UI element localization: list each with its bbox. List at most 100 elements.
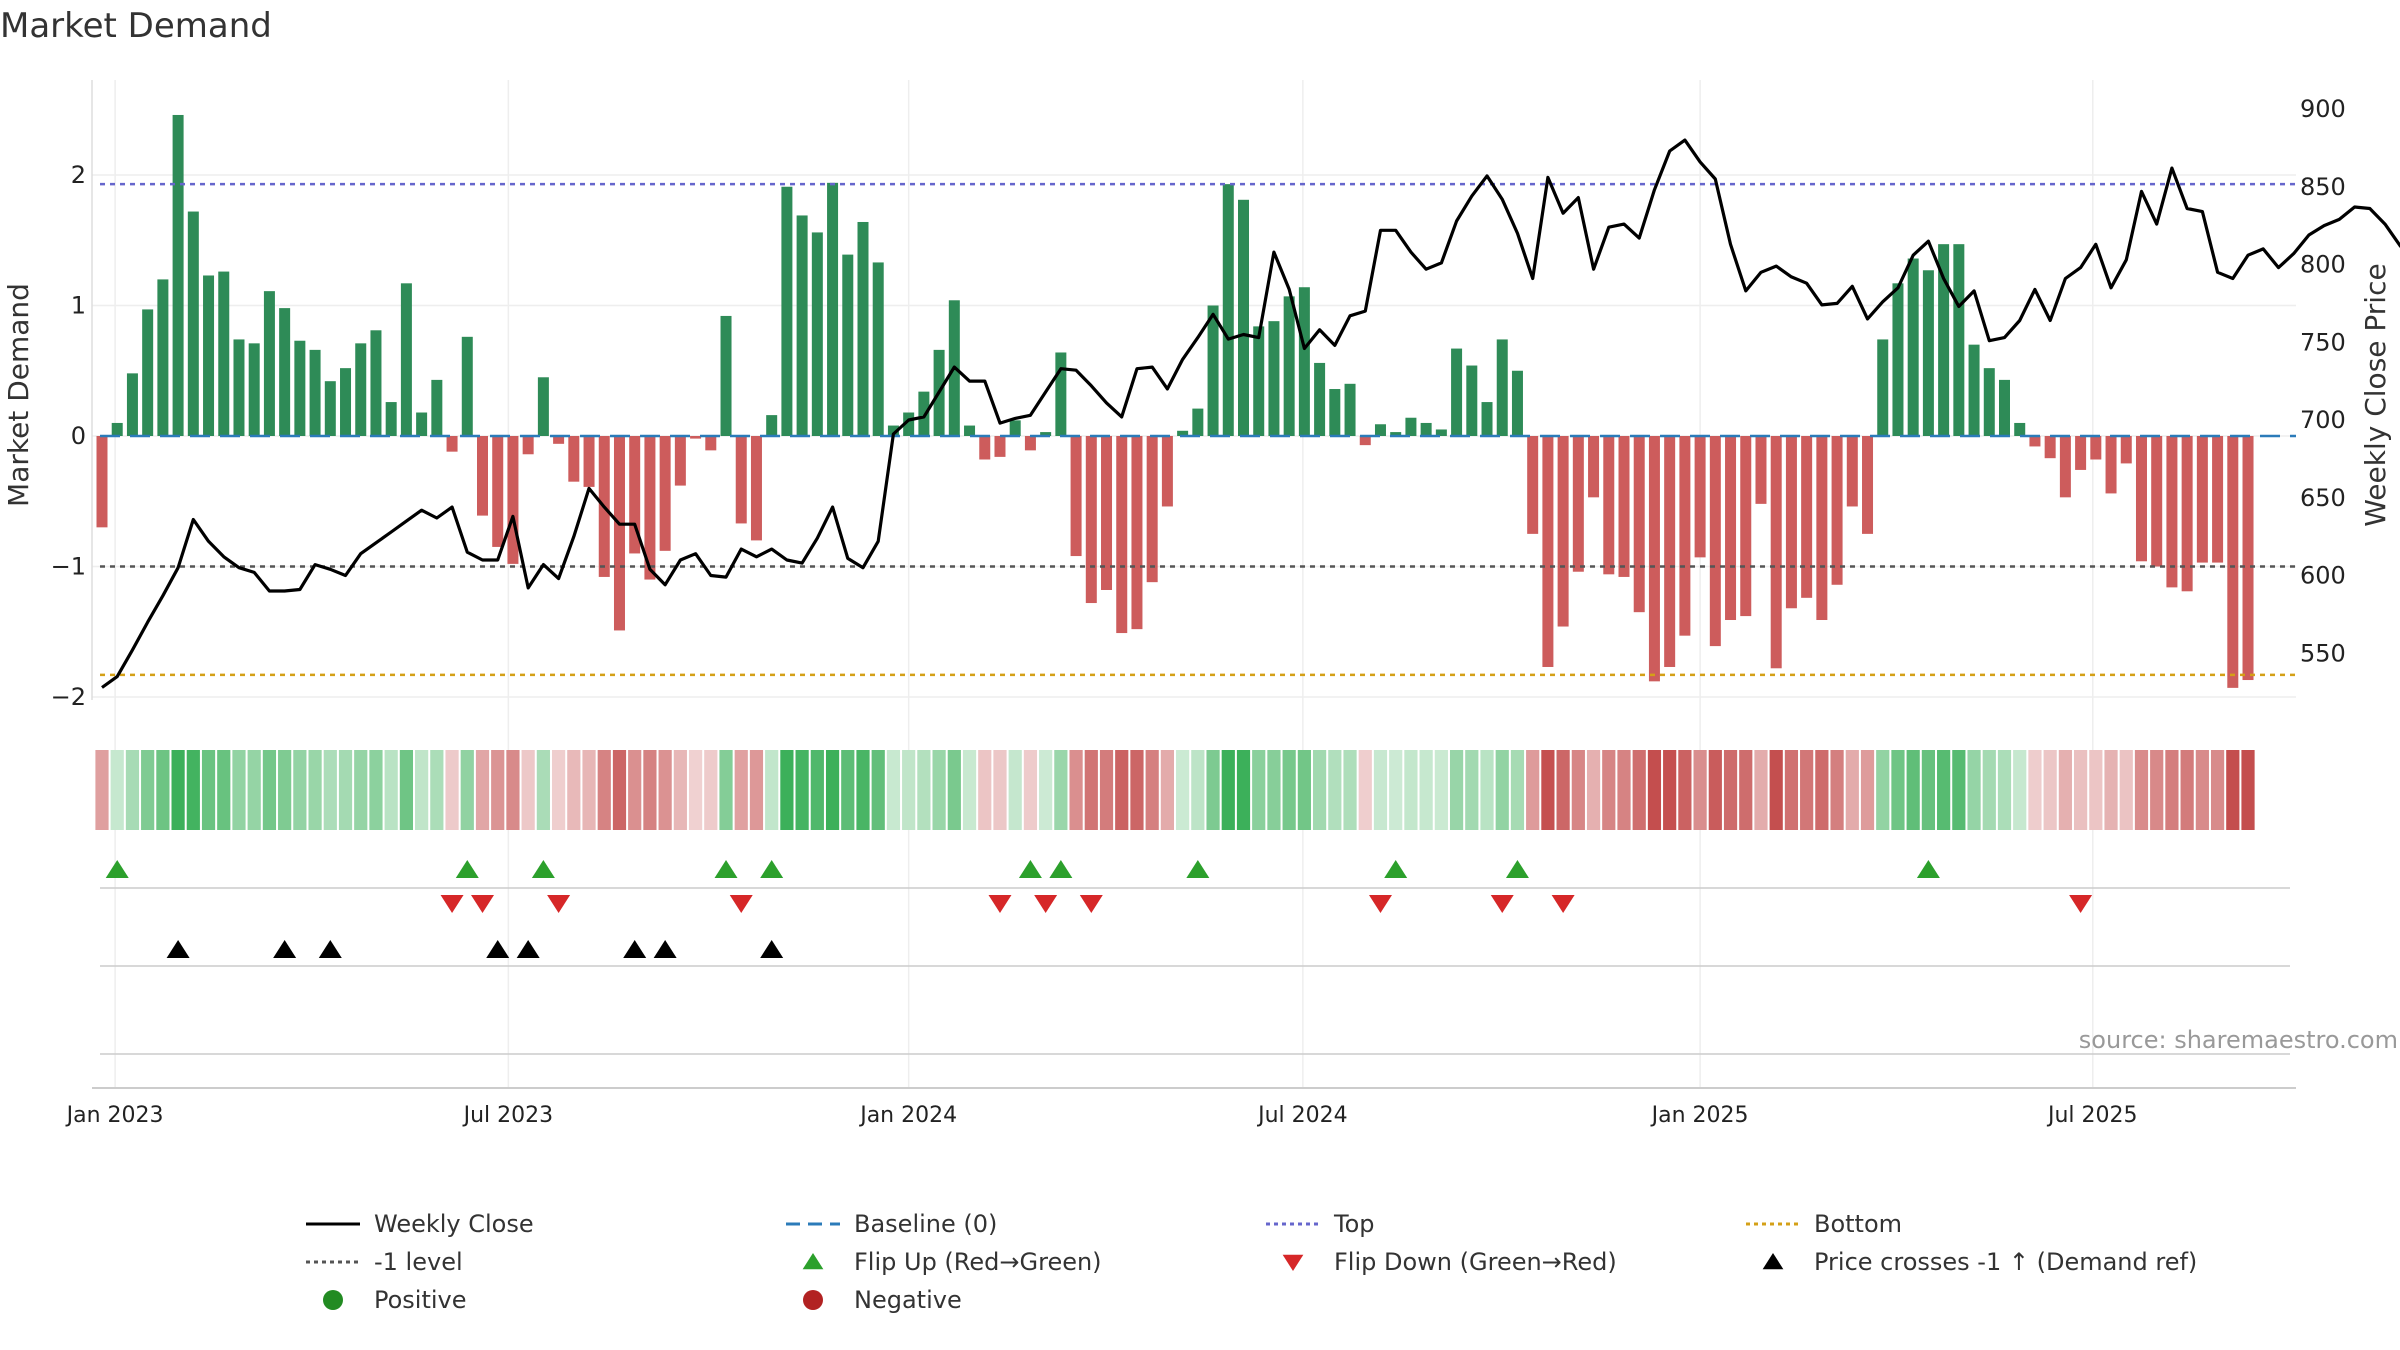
demand-bar: [1801, 436, 1813, 598]
heat-cell: [1891, 750, 1905, 830]
right-tick-label: 650: [2300, 484, 2346, 512]
heat-cell: [719, 750, 733, 830]
demand-bar: [1588, 436, 1600, 498]
price-cross-marker: [273, 940, 297, 958]
flip-down-marker: [2069, 895, 2093, 913]
flip-down-marker: [471, 895, 494, 913]
demand-bar: [2014, 422, 2026, 436]
heat-cell: [2226, 750, 2240, 830]
heat-cell: [567, 750, 581, 830]
heat-cell: [1678, 750, 1692, 830]
demand-bar: [340, 368, 352, 436]
price-cross-marker: [760, 940, 784, 958]
heat-cell: [1465, 750, 1479, 830]
demand-bar: [1177, 430, 1189, 436]
demand-bar: [1435, 429, 1447, 436]
demand-bar: [705, 436, 717, 451]
demand-bar: [766, 415, 778, 436]
demand-bar: [1116, 436, 1128, 634]
heat-cell: [1510, 750, 1525, 830]
heat-cell: [1876, 750, 1890, 830]
demand-bar: [659, 436, 671, 551]
heat-cell: [932, 750, 946, 830]
heat-cell: [1921, 750, 1935, 830]
heat-cell: [1754, 750, 1768, 830]
heat-cell: [1373, 750, 1388, 830]
demand-bar: [1938, 244, 1950, 436]
demand-bar: [1922, 270, 1934, 436]
heat-cell: [521, 750, 535, 830]
demand-bar: [324, 381, 336, 436]
demand-bar: [568, 436, 580, 482]
heat-cell: [415, 750, 429, 830]
heat-cell: [1449, 750, 1464, 830]
heat-cell: [125, 750, 140, 830]
legend-label: Top: [1334, 1210, 1375, 1238]
demand-bar: [1131, 436, 1143, 630]
left-tick-label: 2: [71, 161, 86, 189]
demand-bar: [537, 377, 549, 436]
heat-cell: [2104, 750, 2118, 830]
heat-cell: [2134, 750, 2149, 830]
heat-cell: [2119, 750, 2133, 830]
demand-bar: [187, 211, 199, 436]
x-tick-label: Jul 2025: [2046, 1103, 2138, 1128]
heat-cell: [1084, 750, 1098, 830]
demand-bar: [887, 425, 899, 436]
demand-bar: [1983, 368, 1995, 436]
demand-bar: [1298, 287, 1310, 436]
heat-cell: [704, 750, 718, 830]
heat-cell: [688, 750, 703, 830]
heat-cell: [1358, 750, 1372, 830]
demand-bar: [2181, 436, 2193, 592]
demand-bar: [811, 232, 823, 436]
heat-cell: [962, 750, 977, 830]
heat-cell: [1967, 750, 1981, 830]
flip-up-marker: [714, 860, 738, 878]
demand-bar: [507, 436, 519, 564]
demand-bar: [629, 436, 641, 554]
heat-cell: [917, 750, 931, 830]
legend-label: Positive: [374, 1286, 467, 1314]
demand-bar: [1040, 432, 1052, 436]
demand-bar: [1329, 389, 1341, 436]
heat-cell: [384, 750, 398, 830]
flip-down-marker: [1490, 895, 1514, 913]
heat-cell: [2210, 750, 2225, 830]
demand-bar: [218, 271, 230, 436]
price-cross-marker: [318, 940, 342, 958]
heat-cell: [2028, 750, 2042, 830]
heat-cell: [308, 750, 322, 830]
legend-label: Flip Up (Red→Green): [854, 1248, 1102, 1276]
heat-cell: [628, 750, 642, 830]
heat-cell: [658, 750, 672, 830]
heat-cell: [1556, 750, 1570, 830]
heat-cell: [506, 750, 520, 830]
heat-cell: [612, 750, 627, 830]
heat-cell: [445, 750, 459, 830]
legend-label: Baseline (0): [854, 1210, 998, 1238]
demand-bar: [674, 436, 686, 486]
flip-up-marker: [1049, 860, 1073, 878]
demand-bar: [1664, 436, 1676, 667]
demand-bar: [1253, 326, 1265, 436]
demand-bar: [1648, 436, 1660, 682]
heat-cell: [1069, 750, 1083, 830]
legend-symbol-icon: [1266, 1222, 1320, 1226]
demand-bar: [96, 436, 108, 528]
right-tick-label: 600: [2300, 562, 2346, 590]
heat-cell: [643, 750, 657, 830]
demand-bar: [1359, 436, 1371, 446]
heat-cell: [201, 750, 216, 830]
right-tick-label: 700: [2300, 406, 2346, 434]
legend-item: Negative: [780, 1284, 962, 1316]
left-tick-label: −2: [51, 683, 86, 711]
demand-bar: [263, 291, 275, 436]
heat-cell: [765, 750, 779, 830]
demand-bar: [2151, 436, 2163, 567]
legend-item: -1 level: [300, 1246, 463, 1278]
right-tick-label: 850: [2300, 173, 2346, 201]
demand-bar: [203, 275, 215, 436]
demand-bar: [1283, 296, 1295, 436]
heat-cell: [1663, 750, 1677, 830]
